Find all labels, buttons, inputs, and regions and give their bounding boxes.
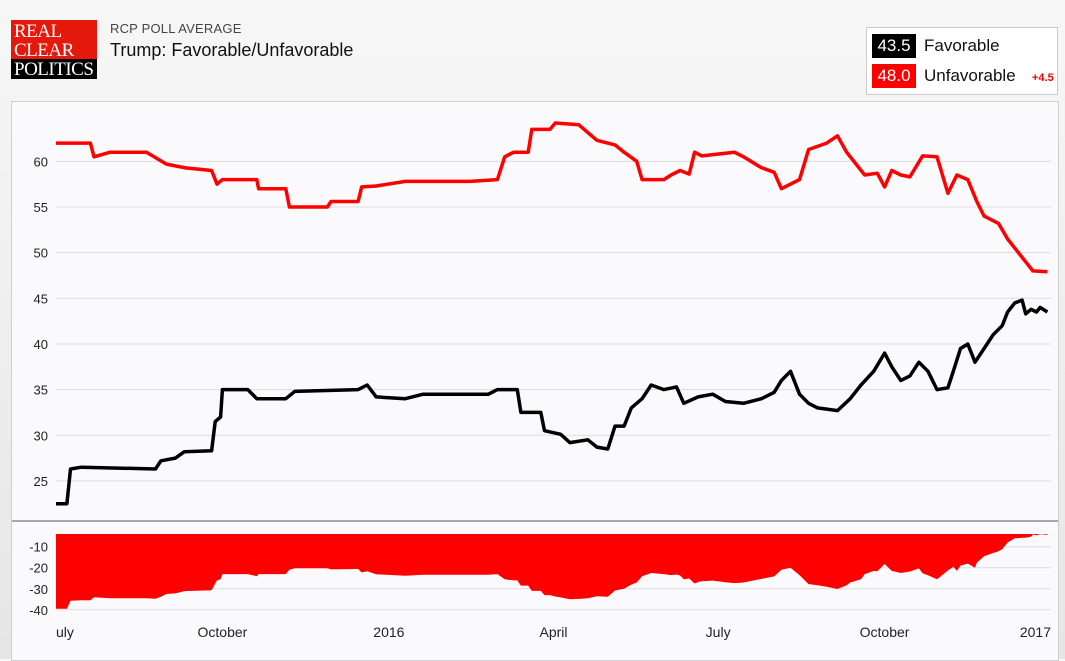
spread-tick-label: -30 — [29, 582, 48, 597]
x-tick-label: uly — [56, 624, 74, 640]
chart-subtitle: RCP POLL AVERAGE — [110, 21, 242, 36]
spread-tick-label: -20 — [29, 561, 48, 576]
logo-word-3: POLITICS — [14, 59, 94, 79]
y-tick-label: 30 — [34, 428, 48, 443]
spread-tick-label: -40 — [29, 603, 48, 618]
chart-title: Trump: Favorable/Unfavorable — [110, 40, 354, 60]
x-tick-label: October — [860, 624, 910, 640]
x-tick-label: July — [706, 624, 731, 640]
legend-unfavorable-value: 48.0 — [872, 64, 916, 88]
legend-unfavorable-label: Unfavorable — [924, 66, 1016, 85]
legend-favorable-label: Favorable — [924, 36, 1000, 55]
y-tick-label: 45 — [34, 291, 48, 306]
y-tick-label: 40 — [34, 337, 48, 352]
logo-word-2: CLEAR — [14, 40, 74, 61]
y-tick-label: 35 — [34, 383, 48, 398]
logo-word-1: REAL — [14, 21, 62, 42]
plot-area: 25 30 35 40 45 50 55 60 -10 -20 -30 -40 uly October 20… — [11, 101, 1059, 661]
series-line-favorable — [56, 298, 1049, 506]
logo-red-panel — [11, 20, 97, 59]
y-tick-label: 50 — [34, 246, 48, 261]
y-tick-label: 60 — [34, 154, 48, 169]
legend-favorable-value: 43.5 — [872, 34, 916, 58]
legend-spread: +4.5 — [1032, 72, 1054, 84]
x-tick-label: October — [198, 624, 248, 640]
y-tick-label: 25 — [34, 474, 48, 489]
x-tick-label: 2017 — [1020, 624, 1051, 640]
spread-tick-label: -10 — [29, 540, 48, 555]
x-tick-label: 2016 — [373, 624, 404, 640]
spread-area — [56, 534, 1048, 609]
y-tick-label: 55 — [34, 200, 48, 215]
line-chart: 25 30 35 40 45 50 55 60 -10 -20 -30 -40 uly October 20… — [12, 121, 1058, 640]
rcp-logo: REAL CLEAR POLITICS — [11, 20, 97, 79]
series-line-unfavorable — [56, 121, 1048, 274]
legend: 43.5 Favorable 48.0 Unfavorable +4.5 — [866, 27, 1058, 95]
x-tick-label: April — [539, 624, 567, 640]
